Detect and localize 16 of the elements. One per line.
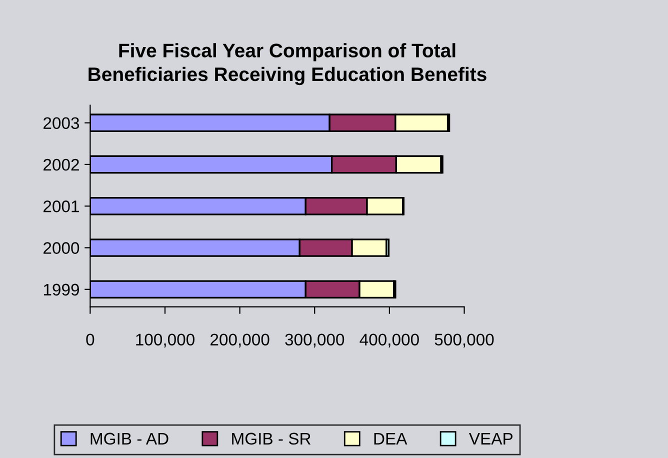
legend-label: MGIB - AD — [90, 432, 168, 445]
chart-title: Five Fiscal Year Comparison of Total Beneficiaries Receiving Education Benefits — [88, 43, 486, 86]
x-tick-label: 400,000 — [360, 334, 419, 348]
y-tick-label: 1999 — [44, 284, 79, 296]
x-tick-label: 200,000 — [210, 334, 270, 348]
x-tick-label: 500,000 — [434, 334, 494, 348]
y-tick-label: 2001 — [44, 200, 79, 212]
x-tick-label: 100,000 — [136, 334, 194, 348]
y-tick-label: 2002 — [44, 158, 79, 171]
y-tick-label: 2003 — [44, 117, 80, 130]
legend-label: VEAP — [468, 432, 512, 444]
x-tick-label: 300,000 — [285, 334, 344, 348]
legend-label: DEA — [374, 432, 408, 444]
legend-label: MGIB - SR — [232, 432, 311, 445]
x-tick-label: 0 — [86, 334, 94, 346]
y-tick-label: 2000 — [44, 242, 80, 254]
